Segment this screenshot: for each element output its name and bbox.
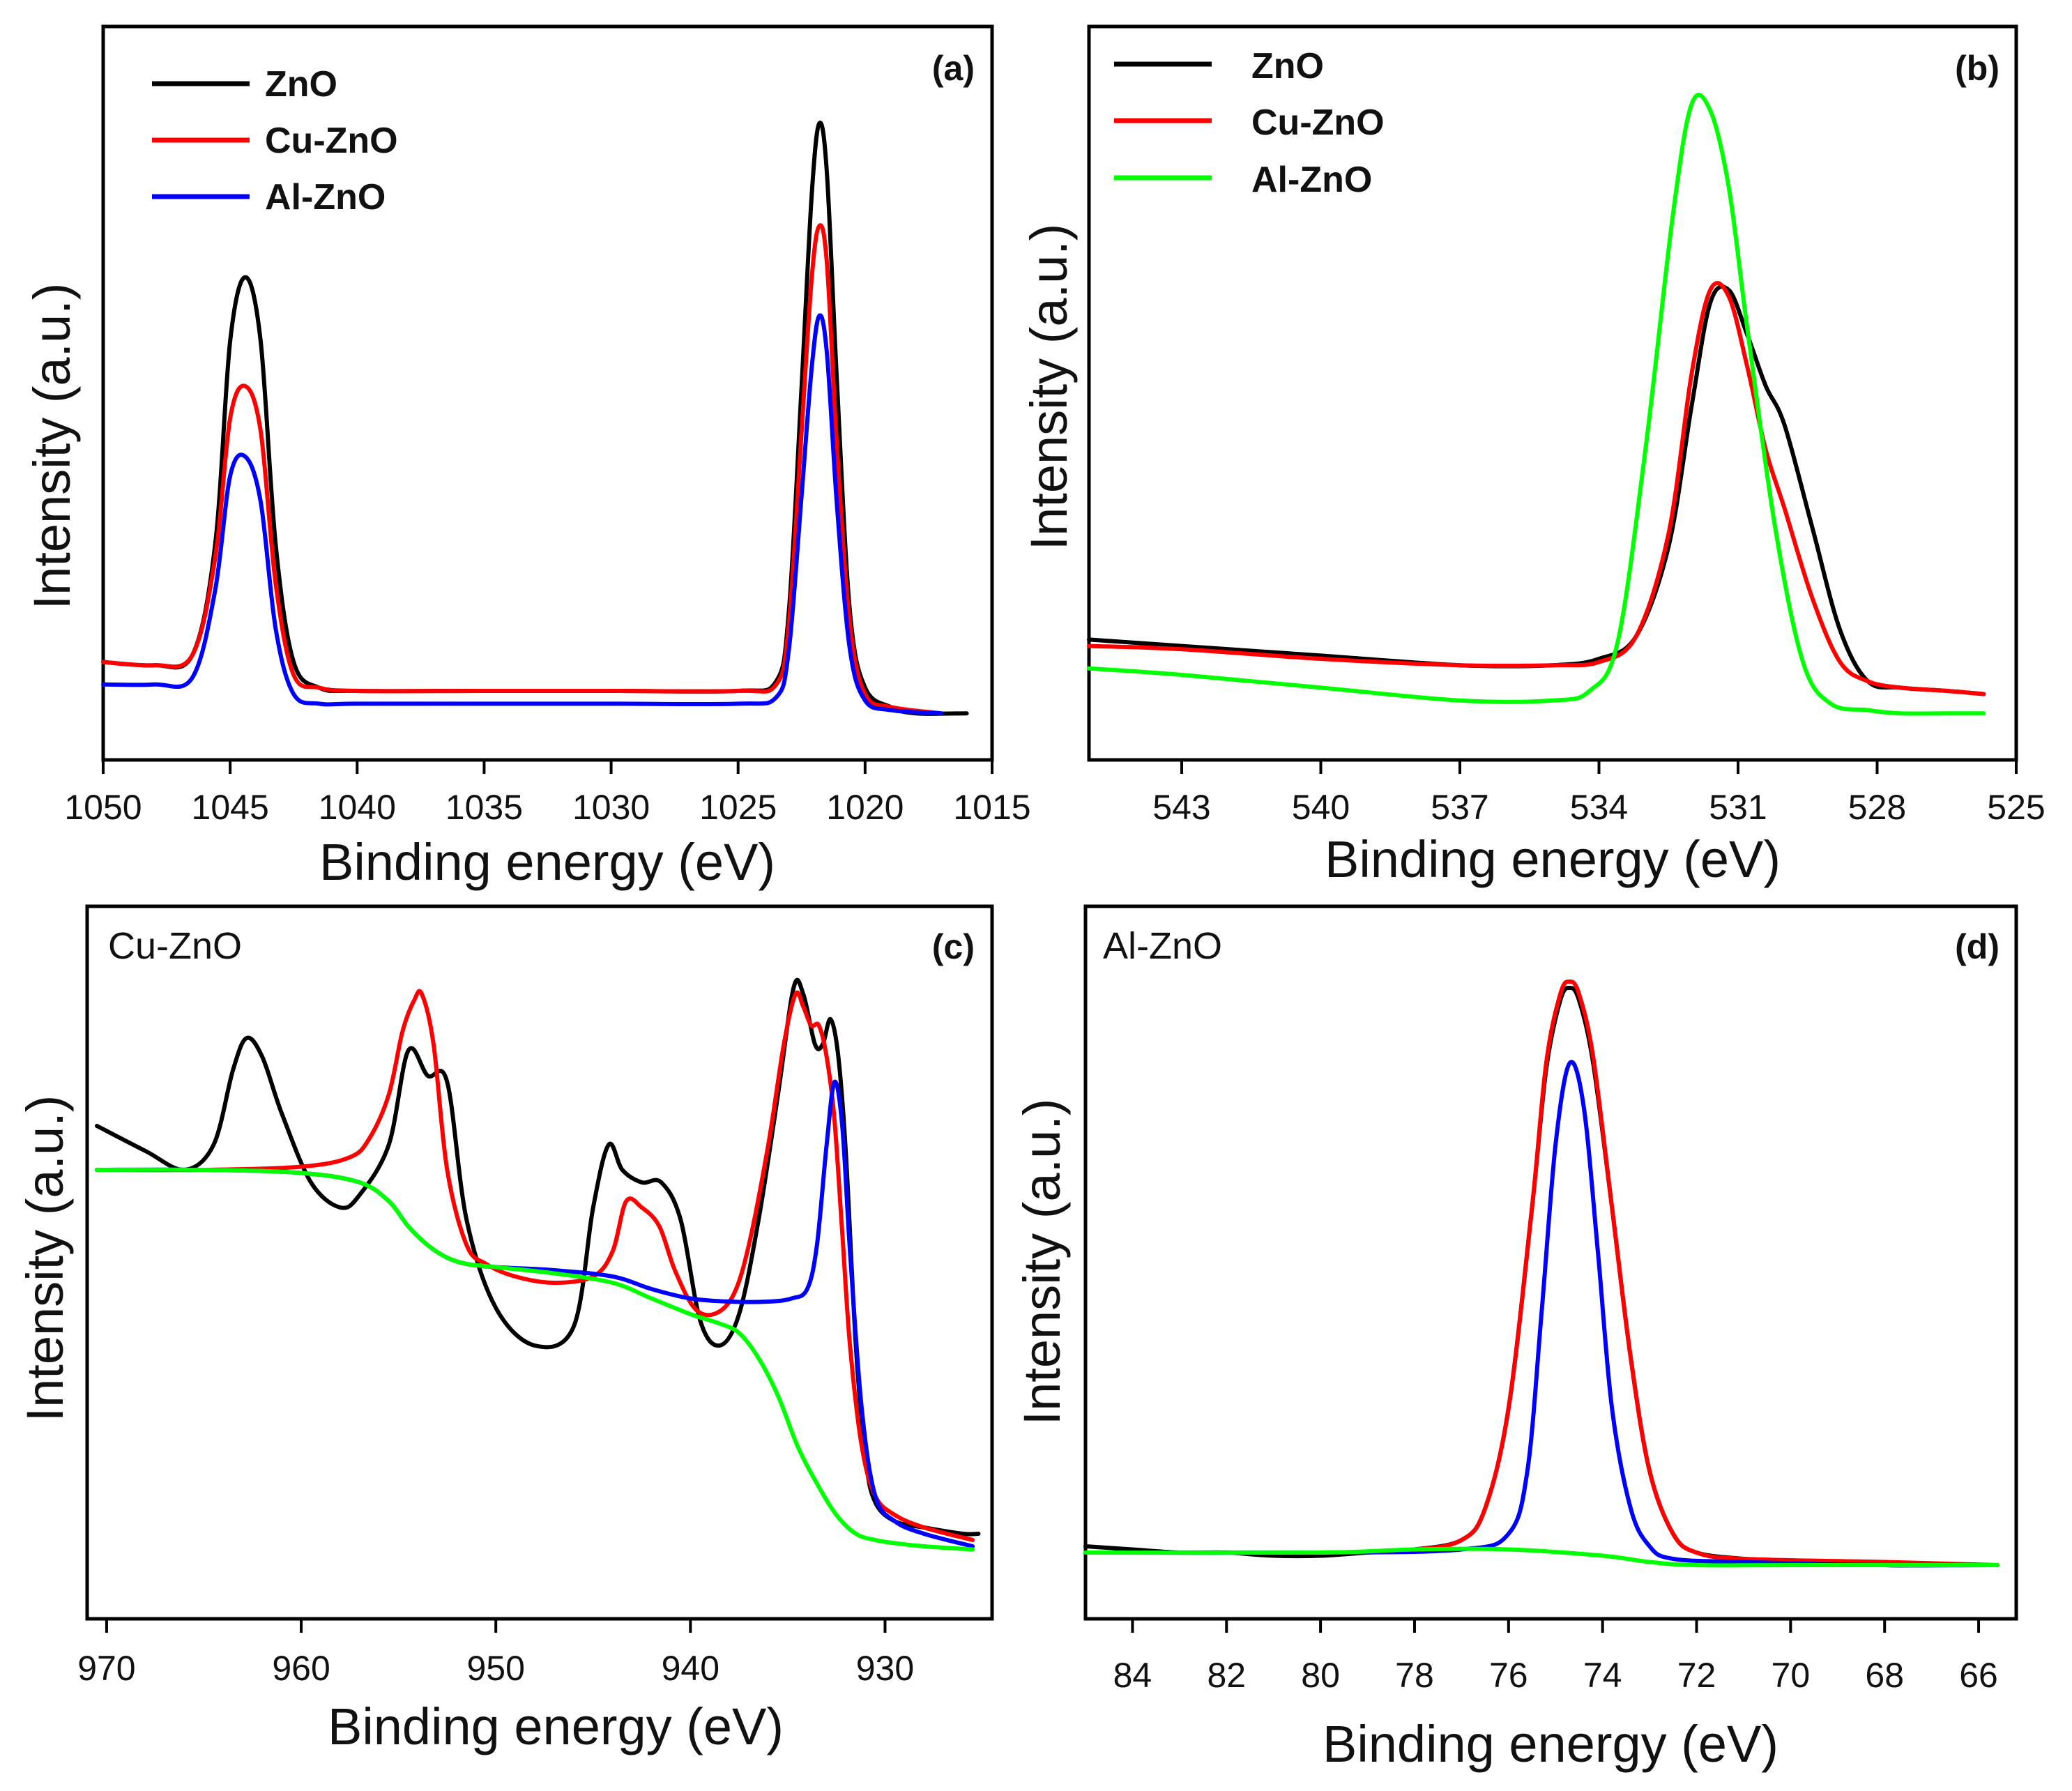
y-axis-title-b: Intensity (a.u.): [1020, 224, 1078, 551]
legend-label-b-1: Cu-ZnO: [1251, 102, 1385, 143]
x-tick-label-d-5: 74: [1583, 1656, 1622, 1695]
x-tick-label-a-2: 1040: [319, 788, 396, 827]
panel-label-c: (c): [932, 927, 975, 966]
x-tick-label-a-0: 1050: [64, 788, 142, 827]
legend-label-b-2: Al-ZnO: [1251, 160, 1372, 200]
chart-panel-b: 543 540 537 534 531 528 525 (b) Binding energy…: [1020, 24, 2046, 888]
series-layer-b: [1087, 93, 1986, 716]
x-tick-label-a-3: 1035: [445, 788, 523, 827]
series-line-d-3: [1083, 1546, 1999, 1568]
series-line-b-1: [1087, 281, 1986, 696]
x-tick-label-d-9: 66: [1959, 1656, 1998, 1695]
series-line-a-1: [101, 223, 944, 716]
x-tick-label-d-4: 76: [1489, 1656, 1528, 1695]
x-axis-title-a: Binding energy (eV): [319, 833, 775, 891]
y-axis-title-c: Intensity (a.u.): [16, 1095, 74, 1422]
x-tick-label-b-3: 534: [1570, 788, 1628, 827]
x-tick-label-b-1: 540: [1292, 788, 1350, 827]
x-tick-label-a-6: 1020: [826, 788, 904, 827]
series-line-d-1: [1083, 979, 1999, 1567]
x-ticks-c: 970 960 950 940 930: [77, 1619, 914, 1688]
x-tick-label-b-2: 537: [1431, 788, 1488, 827]
x-axis-title-d: Binding energy (eV): [1323, 1715, 1778, 1773]
plot-frame-d: [1083, 904, 2018, 1621]
x-tick-label-a-5: 1025: [699, 788, 777, 827]
x-tick-label-b-6: 525: [1987, 788, 2045, 827]
series-layer-a: [101, 121, 969, 716]
x-tick-label-d-0: 84: [1113, 1656, 1152, 1695]
series-line-b-2: [1087, 93, 1986, 716]
x-ticks-b: 543 540 537 534 531 528 525: [1152, 760, 2046, 827]
panel-label-d: (d): [1955, 927, 1999, 966]
x-tick-label-c-2: 950: [466, 1649, 524, 1688]
legend-label-a-1: Cu-ZnO: [265, 121, 398, 161]
y-axis-title-a: Intensity (a.u.): [23, 283, 81, 610]
x-tick-label-d-1: 82: [1207, 1656, 1246, 1695]
x-ticks-d: 84 82 80 78 76 74 72 70 68 66: [1113, 1619, 1998, 1695]
plot-frame-c: [85, 904, 994, 1621]
panel-label-a: (a): [932, 49, 975, 88]
plot-frame-a: [101, 24, 994, 762]
x-axis-title-c: Binding energy (eV): [328, 1698, 784, 1755]
series-line-a-2: [101, 313, 944, 716]
legend-label-b-0: ZnO: [1251, 46, 1324, 86]
legend-b: ZnO Cu-ZnO Al-ZnO: [1114, 46, 1385, 200]
x-tick-label-d-6: 72: [1677, 1656, 1716, 1695]
x-tick-label-c-1: 960: [272, 1649, 330, 1688]
x-tick-label-a-4: 1030: [572, 788, 650, 827]
sample-annotation-c: Cu-ZnO: [108, 925, 242, 967]
x-tick-label-b-4: 531: [1709, 788, 1767, 827]
chart-panel-a: 1050 1045 1040 1035 1030 1025 1020 1015 (a) Bin…: [23, 24, 1031, 891]
x-tick-label-d-3: 78: [1395, 1656, 1434, 1695]
legend-a: ZnO Cu-ZnO Al-ZnO: [152, 64, 398, 218]
legend-label-a-0: ZnO: [265, 64, 337, 105]
x-tick-label-c-4: 930: [856, 1649, 914, 1688]
chart-panel-c: 970 960 950 940 930 (c) Cu-ZnO Binding energ…: [16, 904, 994, 1755]
x-tick-label-c-0: 970: [77, 1649, 135, 1688]
x-ticks-a: 1050 1045 1040 1035 1030 1025 1020 1015: [64, 760, 1031, 827]
x-tick-label-a-7: 1015: [953, 788, 1030, 827]
series-layer-d: [1083, 979, 1999, 1568]
x-tick-label-b-0: 543: [1152, 788, 1210, 827]
panel-label-b: (b): [1955, 49, 1999, 88]
y-axis-title-d: Intensity (a.u.): [1013, 1099, 1071, 1426]
x-tick-label-a-1: 1045: [192, 788, 269, 827]
plot-frame-b: [1087, 24, 2018, 762]
chart-panel-d: 84 82 80 78 76 74 72 70 68 66 (d) Al-ZnO Binding …: [1013, 904, 2018, 1773]
x-tick-label-d-7: 70: [1772, 1656, 1811, 1695]
x-tick-label-c-3: 940: [662, 1649, 719, 1688]
x-tick-label-d-2: 80: [1301, 1656, 1340, 1695]
x-tick-label-b-5: 528: [1848, 788, 1906, 827]
legend-label-a-2: Al-ZnO: [265, 177, 386, 218]
series-line-c-1: [95, 989, 975, 1542]
series-layer-c: [95, 977, 981, 1552]
series-line-c-3: [95, 1167, 975, 1552]
x-tick-label-d-8: 68: [1865, 1656, 1904, 1695]
x-axis-title-b: Binding energy (eV): [1325, 830, 1781, 888]
sample-annotation-d: Al-ZnO: [1103, 925, 1222, 967]
